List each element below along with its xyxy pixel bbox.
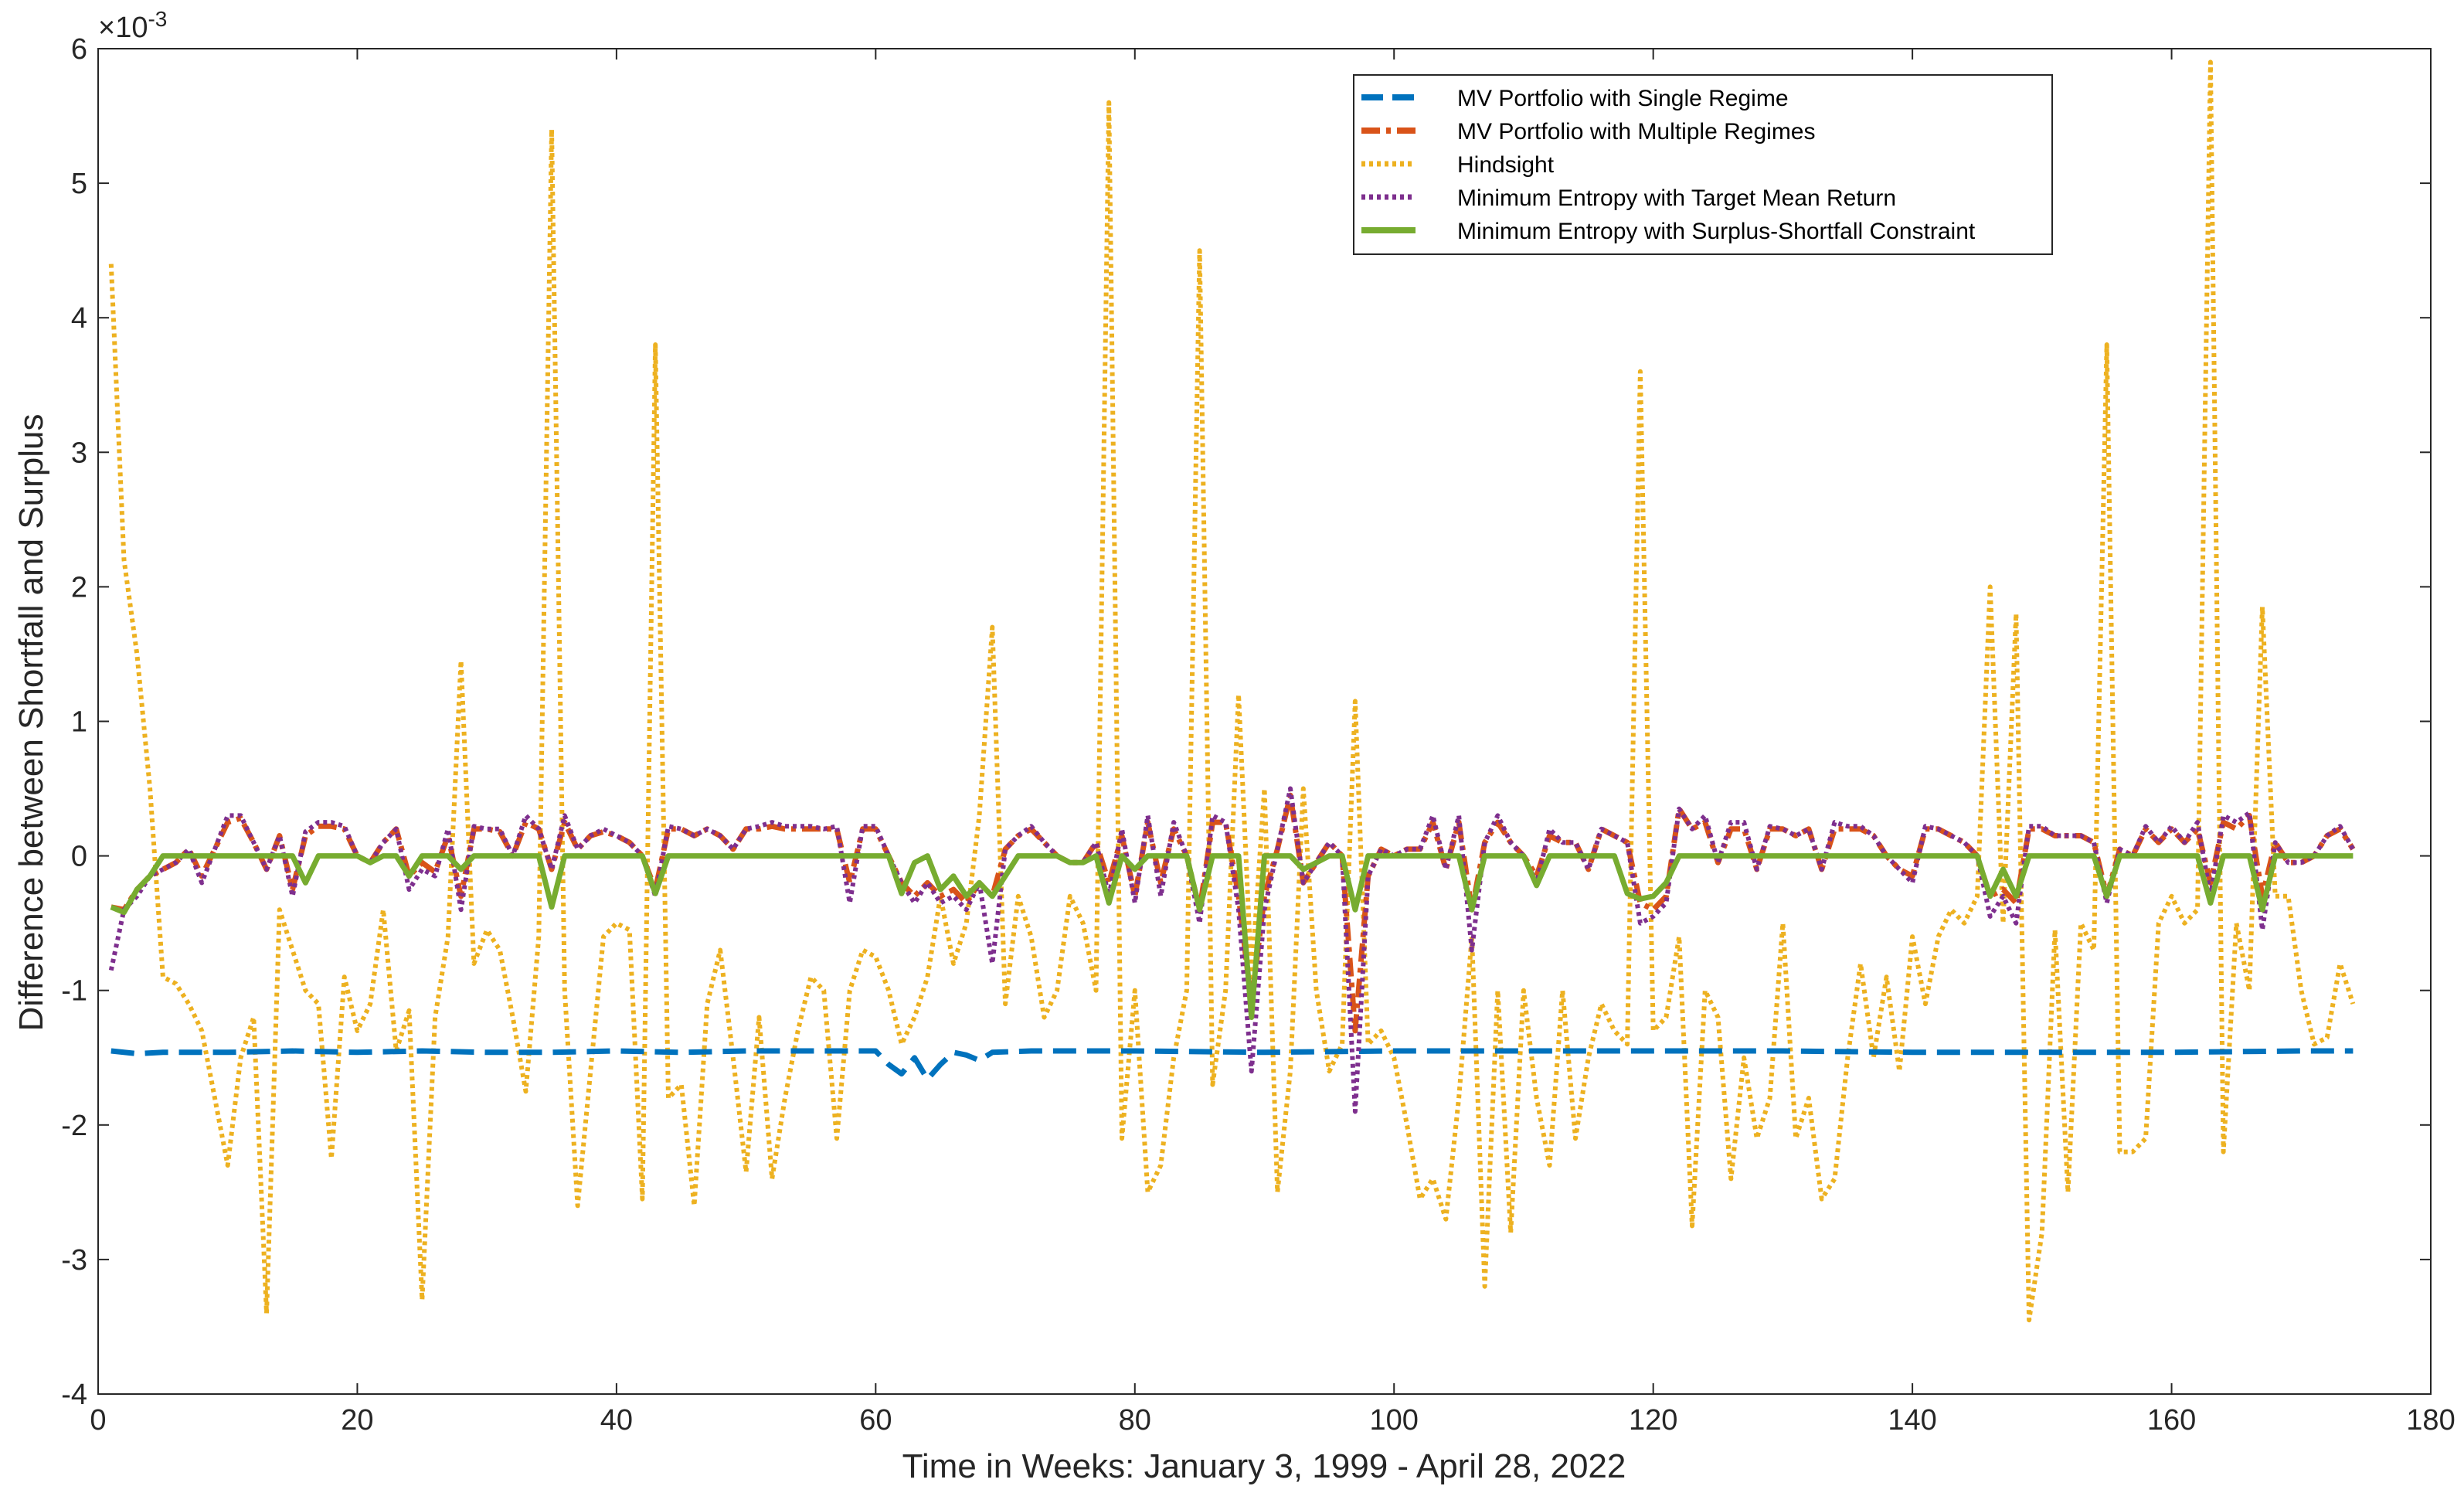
y-tick-label: 5 (71, 168, 87, 200)
y-tick-label: 1 (71, 706, 87, 739)
y-tick-label: -3 (61, 1244, 87, 1277)
y-tick-label: 2 (71, 571, 87, 604)
x-tick-label: 80 (1119, 1404, 1151, 1437)
x-tick-label: 20 (341, 1404, 373, 1437)
series-line-mv-portfolio-with-single-regime (110, 1048, 2354, 1083)
ticks-layer: 0 20 40 60 80 100 120 140 160 180 -4 -3 -2 -1 0 1 2 3 4 5 6 (61, 33, 2456, 1437)
legend-label-hindsight: Hindsight (1457, 152, 1555, 178)
plot-area (98, 49, 2431, 1394)
y-tick-label: -1 (61, 975, 87, 1008)
y-tick-label: -4 (61, 1379, 87, 1411)
x-tick-label: 40 (600, 1404, 633, 1437)
x-tick-label: 100 (1370, 1404, 1419, 1437)
legend-label-surplus-shortfall: Minimum Entropy with Surplus-Shortfall C… (1457, 219, 1976, 244)
y-tick-label: 3 (71, 437, 87, 469)
legend: MV Portfolio with Single Regime MV Portf… (1353, 74, 2053, 255)
y-exponent-label: ×10-3 (98, 7, 167, 44)
legend-label-single-regime: MV Portfolio with Single Regime (1457, 86, 1789, 111)
y-tick-label: 4 (71, 302, 87, 335)
legend-label-target-mean-return: Minimum Entropy with Target Mean Return (1457, 185, 1896, 211)
y-tick-label: 0 (71, 841, 87, 873)
x-tick-label: 140 (1888, 1404, 1936, 1437)
legend-box (1353, 74, 2053, 255)
y-tick-label: -2 (61, 1110, 87, 1142)
series-line-hindsight (108, 60, 2356, 1323)
series-layer (108, 60, 2356, 1323)
y-axis-label: Difference between Shortfall and Surplus (12, 413, 50, 1031)
x-tick-label: 120 (1629, 1404, 1677, 1437)
x-tick-label: 0 (90, 1404, 106, 1437)
series-line-minimum-entropy-with-target-mean-return (108, 786, 2356, 1114)
legend-label-multiple-regimes: MV Portfolio with Multiple Regimes (1457, 119, 1816, 145)
x-axis-label: Time in Weeks: January 3, 1999 - April 2… (902, 1447, 1626, 1485)
y-tick-label: 6 (71, 33, 87, 66)
series-line-minimum-entropy-with-surplus-shortfall-constraint (110, 853, 2354, 1020)
x-tick-label: 160 (2147, 1404, 2196, 1437)
x-tick-label: 180 (2406, 1404, 2455, 1437)
x-tick-label: 60 (859, 1404, 892, 1437)
